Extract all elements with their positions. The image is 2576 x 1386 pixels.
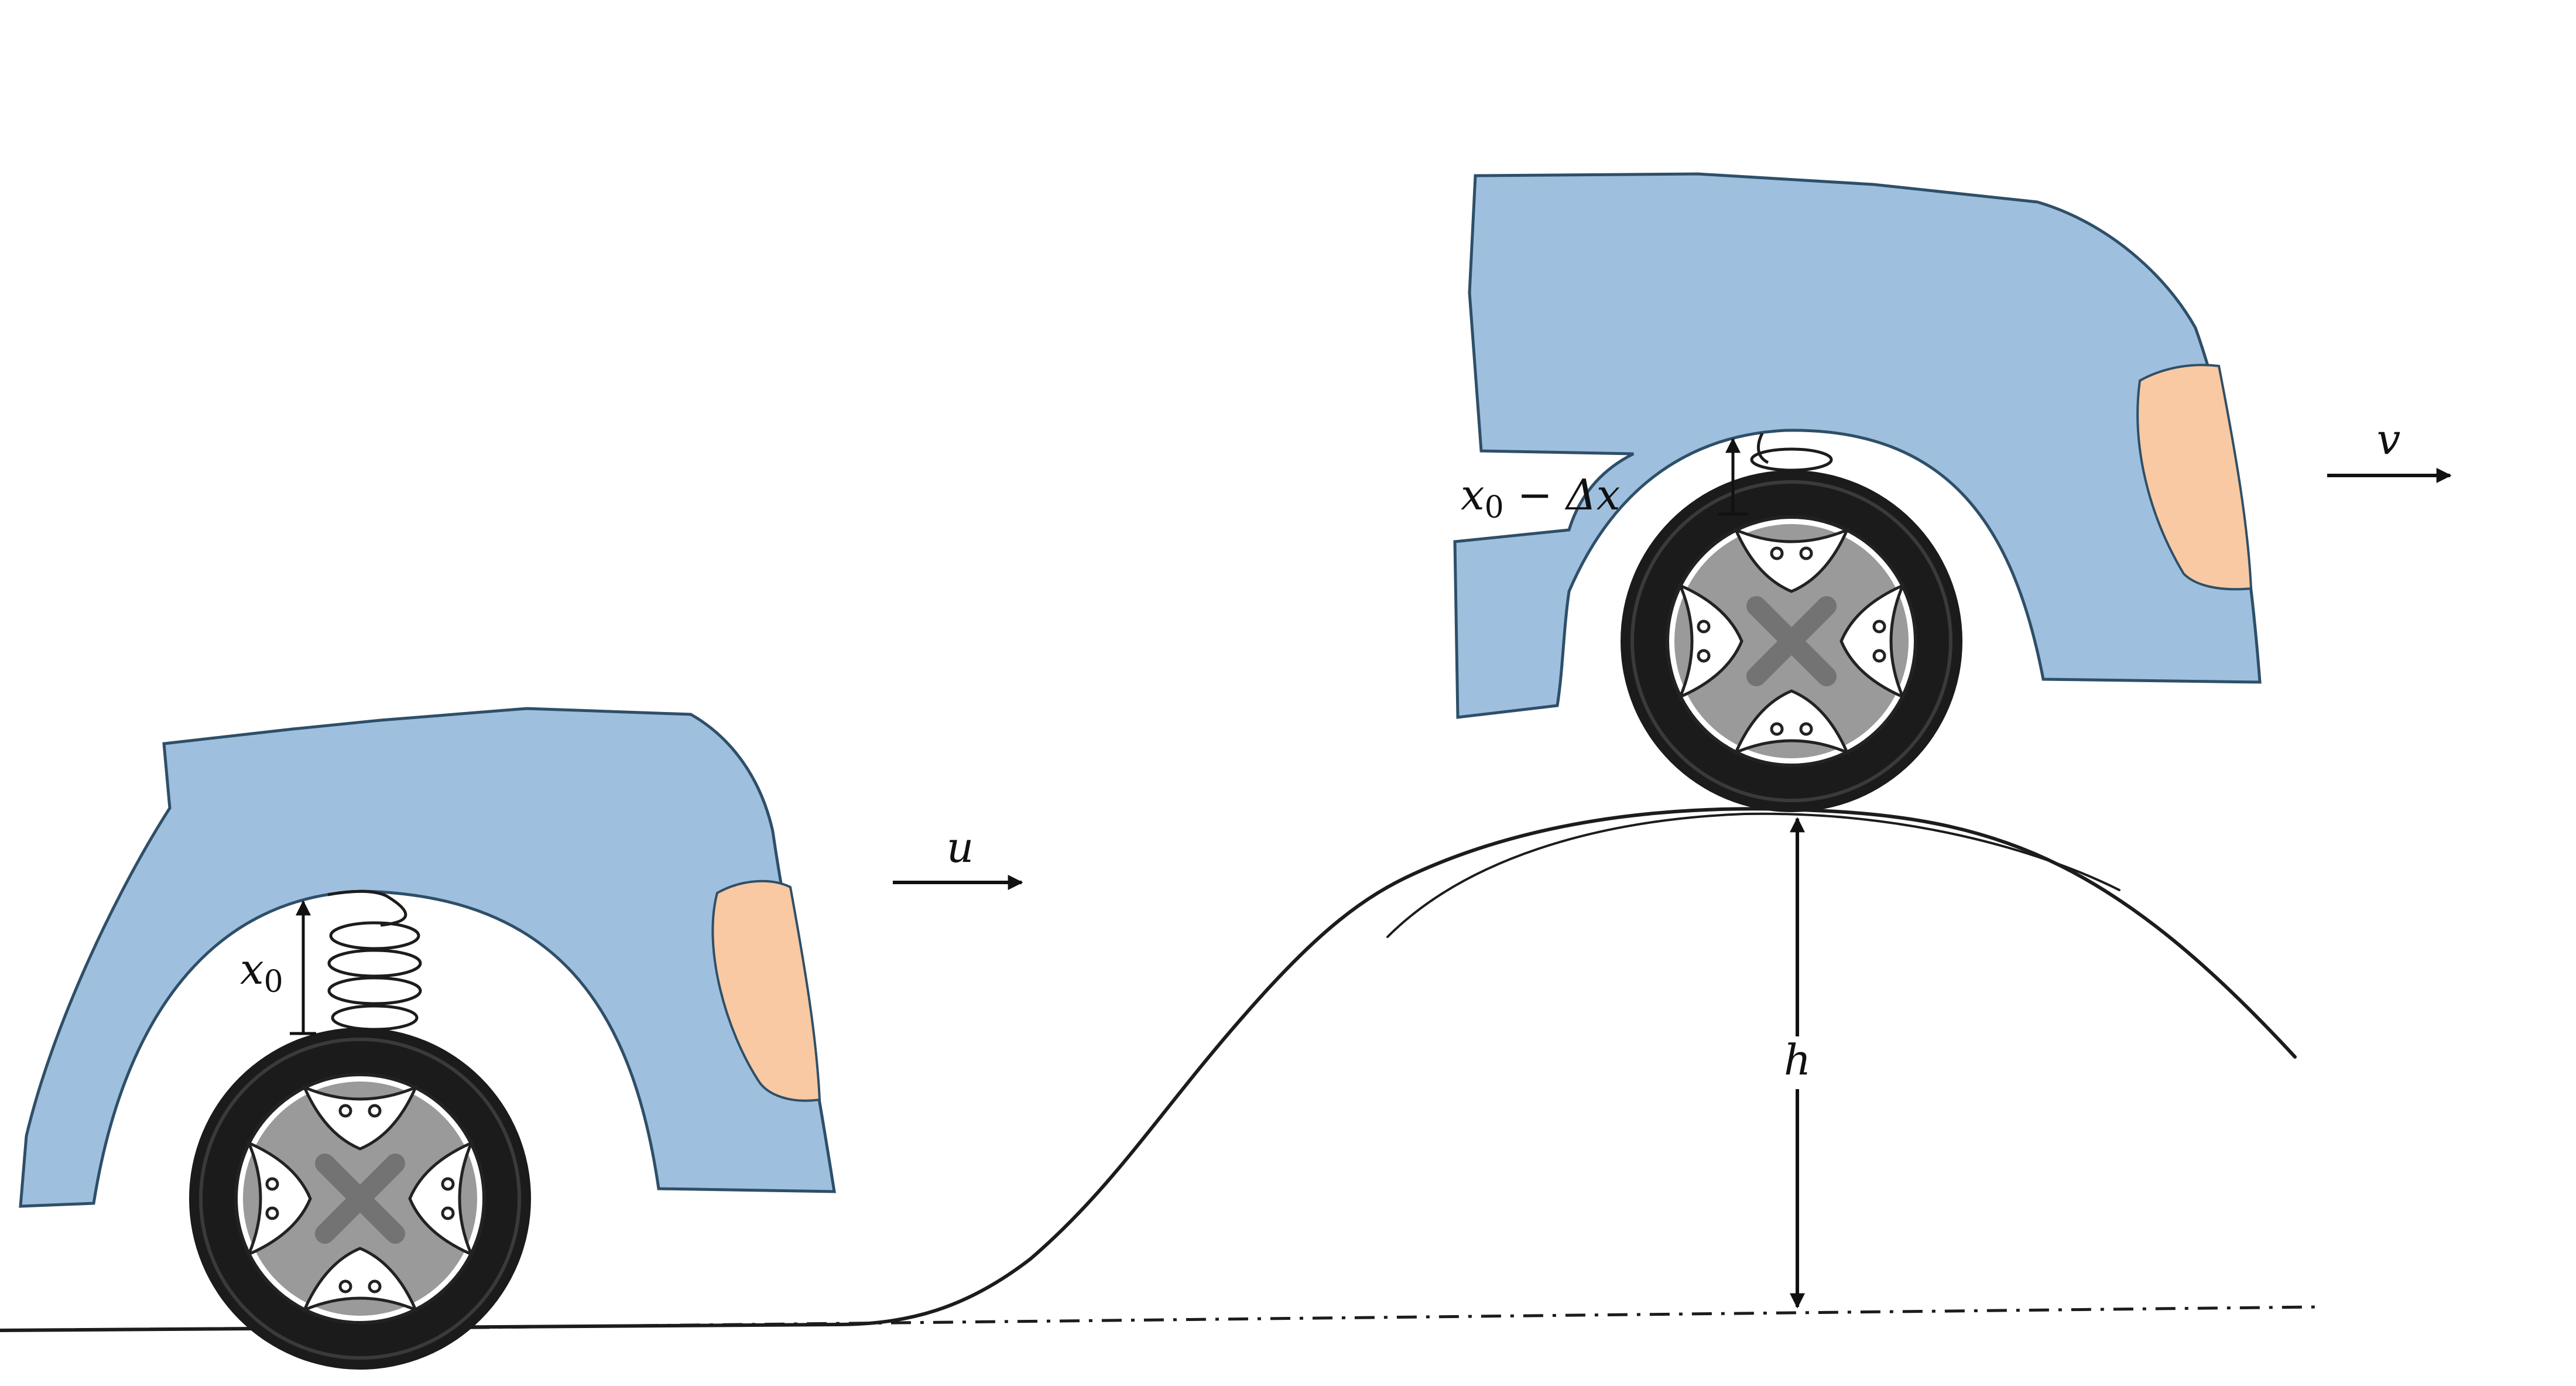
car-left-body xyxy=(19,707,836,1208)
velocity-u-label: u xyxy=(947,823,974,872)
spring-icon xyxy=(327,889,422,1031)
car-right-body xyxy=(1453,172,2262,719)
velocity-v-label: v xyxy=(2377,415,2401,464)
height-label-bg xyxy=(1774,1036,1821,1089)
x0-delta-label: x0 − Δx xyxy=(1461,470,1620,525)
height-label: h xyxy=(1784,1035,1811,1084)
car-left-light xyxy=(711,879,821,1102)
road-surface-sketch xyxy=(1386,812,2121,938)
x0-label: x0 xyxy=(240,944,283,1000)
reference-baseline xyxy=(427,1305,2316,1330)
car-right-light xyxy=(2136,364,2253,591)
wheel-icon xyxy=(1621,470,1962,812)
car-right: x0 − Δx xyxy=(1453,172,2262,812)
wheel-icon xyxy=(189,1028,531,1370)
car-left: x0 xyxy=(19,707,836,1370)
road-surface xyxy=(0,807,2297,1332)
